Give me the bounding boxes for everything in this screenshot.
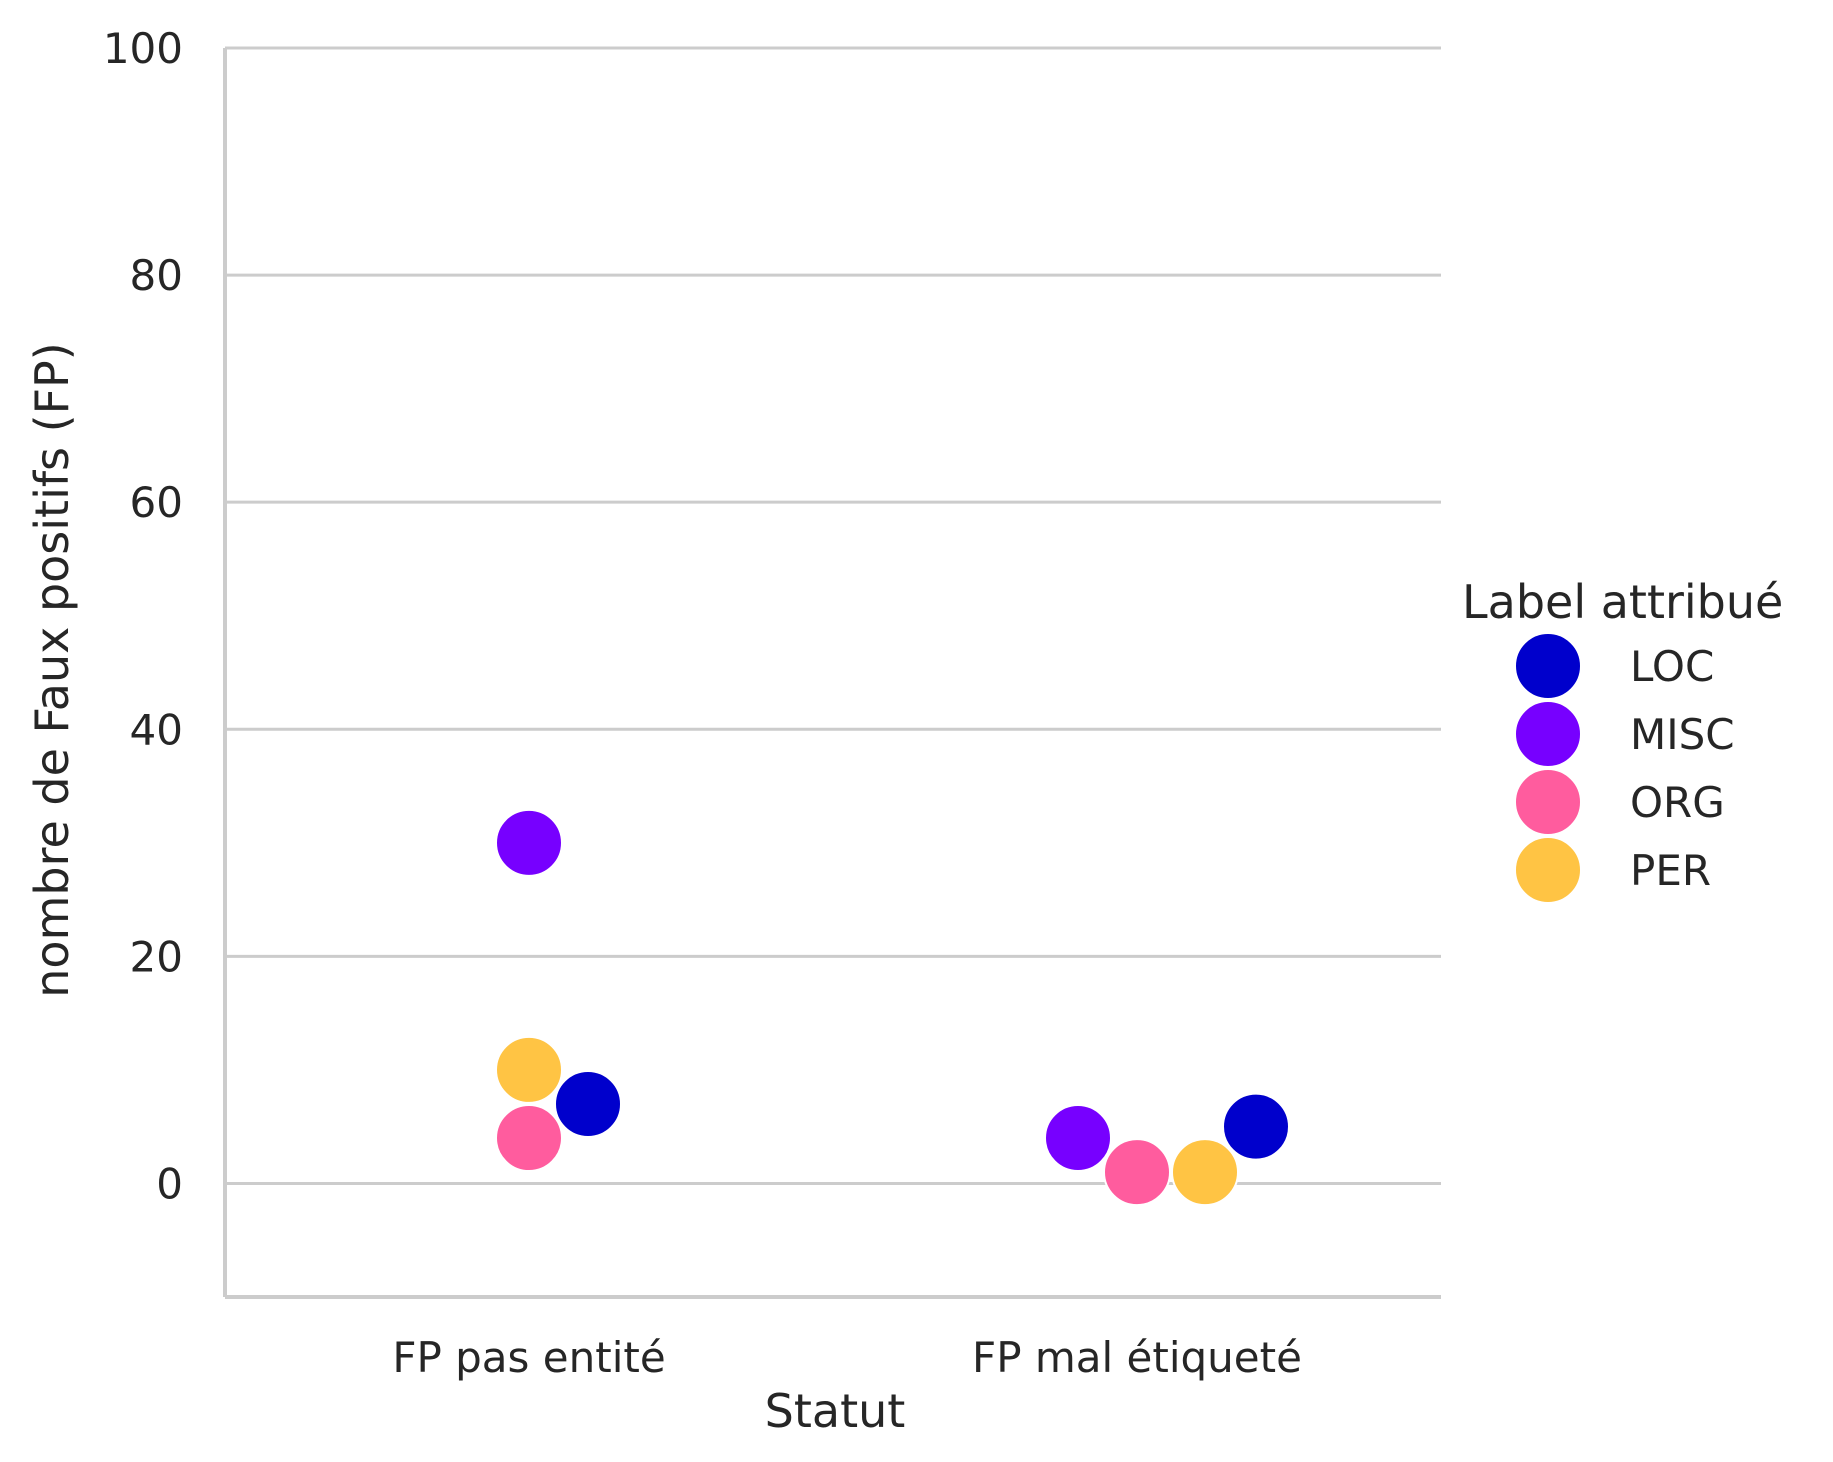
legend-marker-loc — [1514, 632, 1582, 700]
point-per — [495, 1035, 563, 1104]
point-org — [495, 1104, 563, 1173]
legend-marker-org — [1514, 768, 1582, 836]
y-axis-title: nombre de Faux positifs (FP) — [25, 342, 79, 997]
legend-marker-misc — [1514, 700, 1582, 768]
point-per — [1171, 1138, 1239, 1207]
point-loc — [554, 1069, 622, 1138]
point-loc — [1222, 1092, 1290, 1161]
legend-label-loc: LOC — [1630, 642, 1714, 691]
y-tick-label: 40 — [130, 705, 183, 754]
legend-label-per: PER — [1630, 846, 1711, 895]
legend-marker-per — [1514, 836, 1582, 904]
point-misc — [495, 808, 563, 877]
legend: Label attribué LOC MISC ORG PER — [1462, 575, 1783, 904]
point-org — [1103, 1138, 1171, 1207]
point-misc — [1044, 1104, 1112, 1173]
legend-label-org: ORG — [1630, 778, 1725, 827]
x-tick-labels: FP pas entité FP mal étiqueté — [392, 1333, 1302, 1382]
x-axis-title: Statut — [765, 1384, 906, 1438]
x-tick-label: FP pas entité — [392, 1333, 665, 1382]
legend-label-misc: MISC — [1630, 710, 1735, 759]
y-tick-label: 0 — [156, 1159, 183, 1208]
axis-spines — [223, 48, 1441, 1299]
x-tick-label: FP mal étiqueté — [972, 1333, 1302, 1382]
y-tick-labels: 0 20 40 60 80 100 — [103, 24, 183, 1208]
y-tick-label: 60 — [130, 478, 183, 527]
y-tick-label: 80 — [130, 251, 183, 300]
legend-title: Label attribué — [1462, 575, 1783, 629]
y-tick-label: 20 — [130, 932, 183, 981]
grid-lines — [225, 46, 1441, 1185]
y-tick-label: 100 — [103, 24, 183, 73]
data-points — [495, 808, 1290, 1207]
